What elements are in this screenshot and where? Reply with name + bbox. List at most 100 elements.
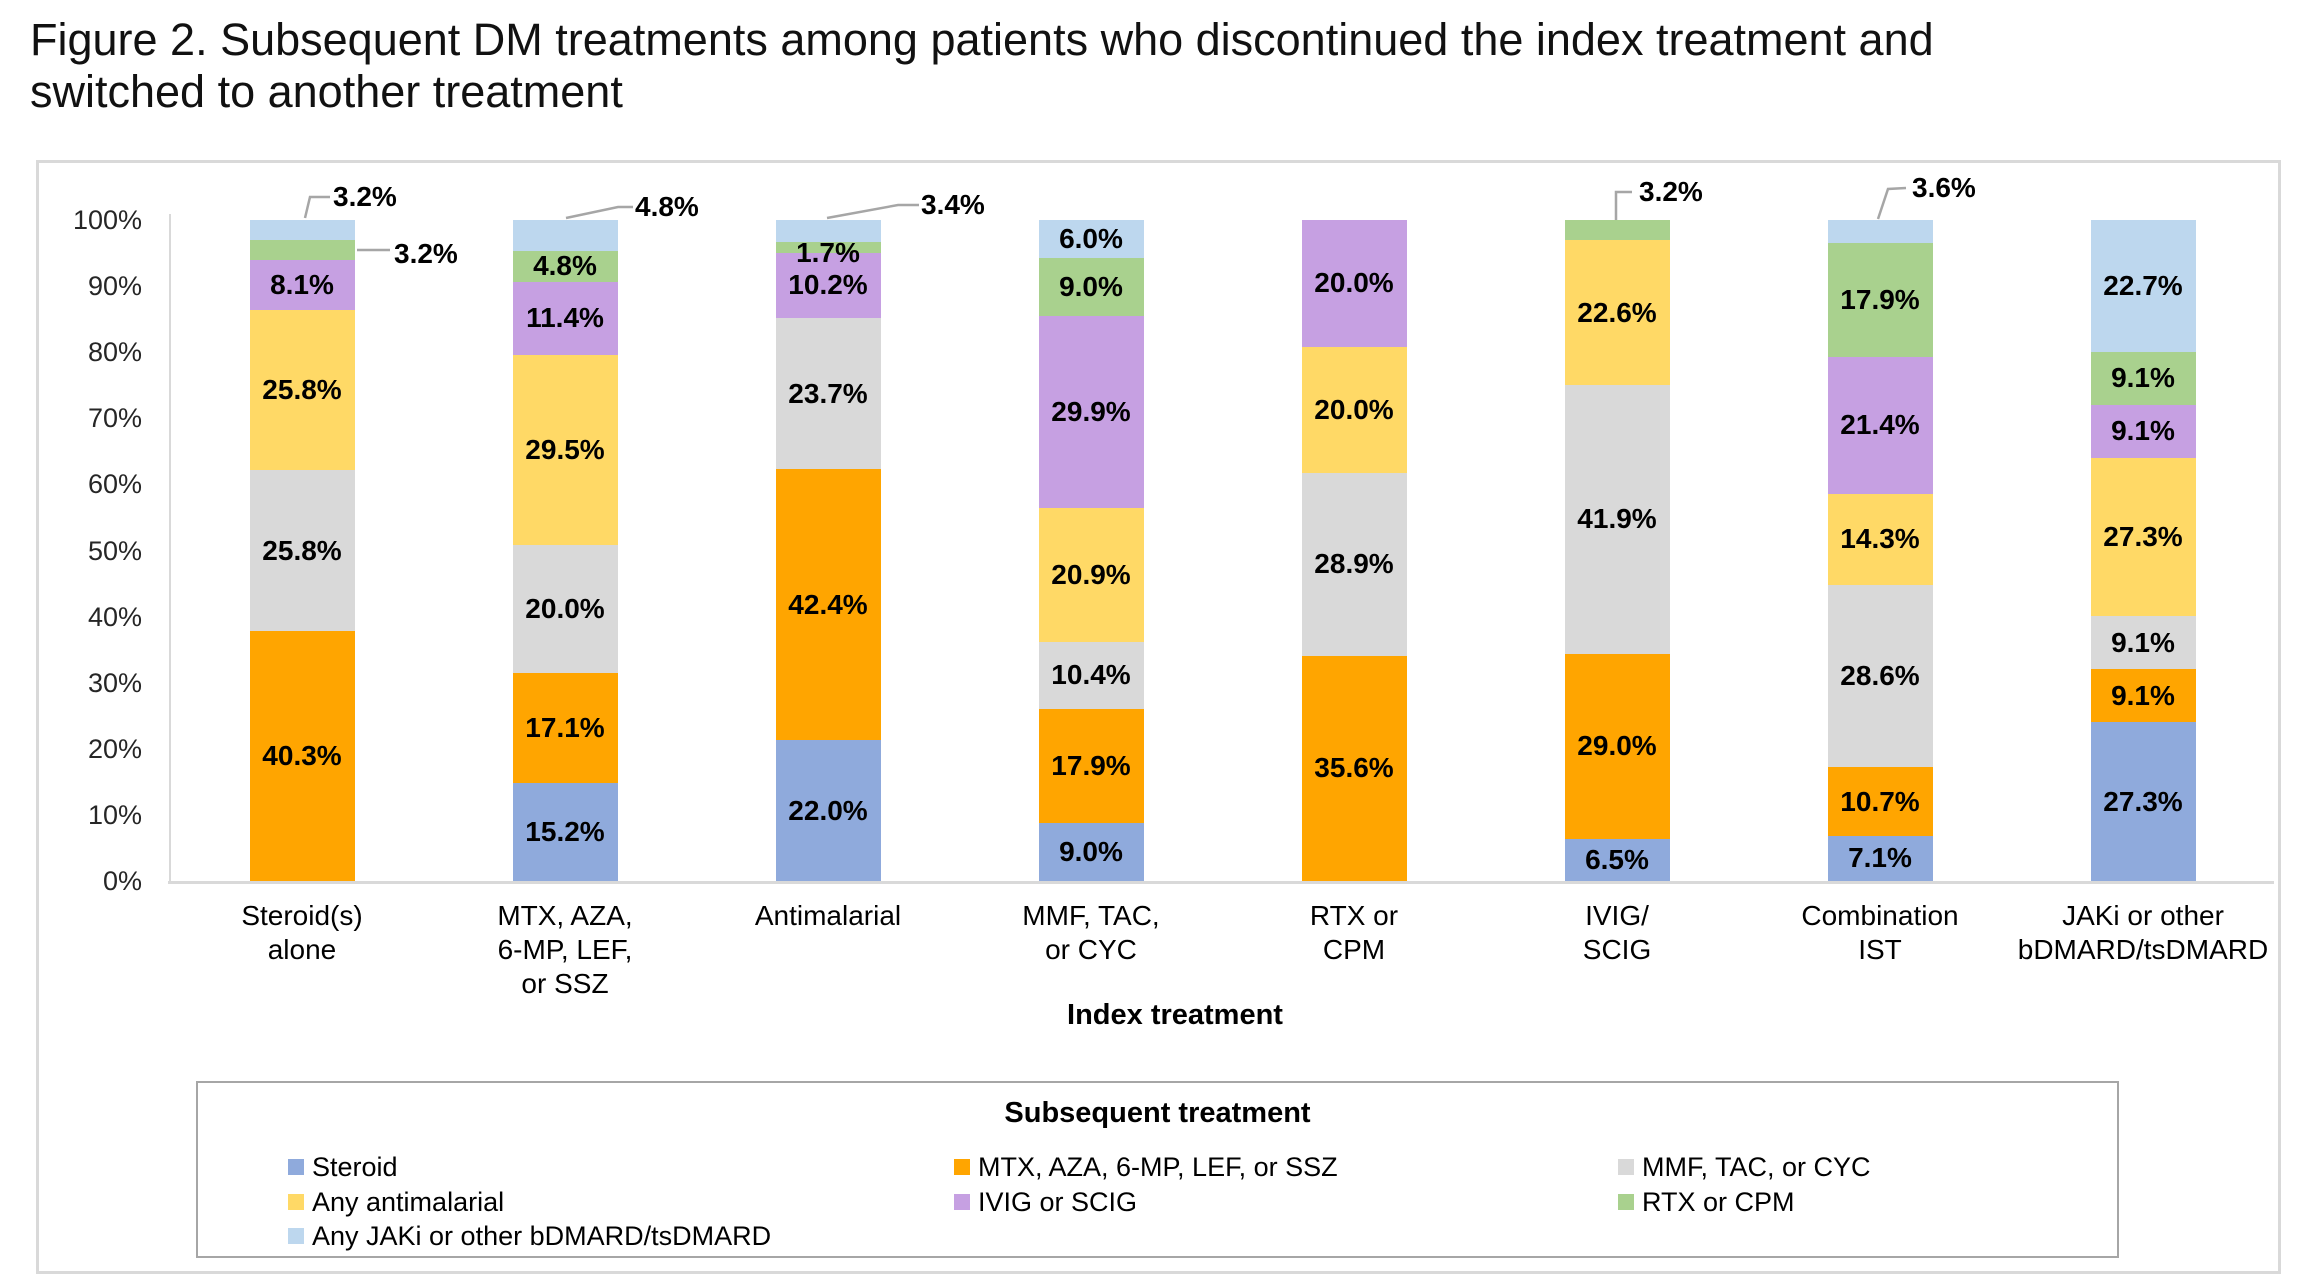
bar-mmf-tac-cyc-segment-ivig xyxy=(1038,316,1144,508)
bar-jaki-bdmard-segment-antimalarial xyxy=(2090,457,2196,617)
legend-swatch-antimalarial xyxy=(288,1194,304,1210)
x-axis-title: Index treatment xyxy=(1067,999,1283,1031)
segment-value-label: 6.0% xyxy=(1059,223,1123,255)
legend-item-mtx: MTX, AZA, 6-MP, LEF, or SSZ xyxy=(954,1150,1338,1184)
x-axis-tick-label-steroids-alone: Steroid(s) alone xyxy=(241,900,363,965)
segment-value-label: 10.7% xyxy=(1840,785,1920,817)
segment-value-label: 25.8% xyxy=(262,534,342,566)
bar-antimalarial-segment-mtx xyxy=(775,469,881,741)
y-axis-tick-label: 40% xyxy=(87,601,142,632)
bar-combination-ist-segment-mmf xyxy=(1827,584,1933,768)
legend-label-ivig: IVIG or SCIG xyxy=(978,1186,1138,1217)
bar-jaki-bdmard-segment-mmf xyxy=(2090,616,2196,670)
segment-value-label: 1.7% xyxy=(796,237,860,269)
bar-jaki-bdmard-segment-steroid xyxy=(2090,722,2196,881)
bar-antimalarial-segment-rtx xyxy=(775,241,881,253)
segment-value-label: 25.8% xyxy=(262,374,342,406)
bar-mtx-aza-6mp-lef-ssz-segment-steroid xyxy=(512,783,618,881)
bar-ivig-scig-segment-steroid xyxy=(1564,839,1670,881)
segment-value-label: 9.1% xyxy=(2111,626,2175,658)
segment-value-label: 41.9% xyxy=(1577,503,1657,535)
legend-item-mmf: MMF, TAC, or CYC xyxy=(1618,1150,1871,1184)
y-axis-tick-label: 20% xyxy=(87,733,142,764)
segment-value-label: 42.4% xyxy=(788,588,868,620)
y-axis-tick-label: 50% xyxy=(87,535,142,566)
bar-mmf-tac-cyc-segment-mmf xyxy=(1038,641,1144,709)
bar-jaki-bdmard-segment-ivig xyxy=(2090,404,2196,458)
segment-value-label: 29.9% xyxy=(1051,396,1131,428)
bar-ivig-scig-segment-mmf xyxy=(1564,385,1670,654)
legend-label-antimalarial: Any antimalarial xyxy=(312,1186,505,1217)
legend-item-antimalarial: Any antimalarial xyxy=(288,1185,504,1219)
y-axis-tick-label: 90% xyxy=(87,271,142,302)
callout-value-label: 3.2% xyxy=(394,238,458,269)
bar-mmf-tac-cyc-segment-rtx xyxy=(1038,258,1144,317)
figure-title-line-2: switched to another treatment xyxy=(30,66,623,117)
bar-mtx-aza-6mp-lef-ssz-segment-rtx xyxy=(512,250,618,282)
y-axis-tick-label: 0% xyxy=(102,866,142,896)
bar-mtx-aza-6mp-lef-ssz-segment-ivig xyxy=(512,281,618,356)
legend-label-jaki: Any JAKi or other bDMARD/tsDMARD xyxy=(312,1220,772,1251)
segment-value-label: 14.3% xyxy=(1840,523,1920,555)
x-axis-tick-label-jaki-bdmard: JAKi or other bDMARD/tsDMARD xyxy=(2017,900,2269,965)
x-axis-tick-label-rtx-cpm: RTX or CPM xyxy=(1309,900,1399,965)
segment-value-label: 27.3% xyxy=(2103,785,2183,817)
callout-value-label: 3.2% xyxy=(1639,176,1703,207)
segment-value-label: 29.0% xyxy=(1577,730,1657,762)
bar-mtx-aza-6mp-lef-ssz-segment-mtx xyxy=(512,673,618,784)
y-axis-line xyxy=(169,214,171,883)
segment-value-label: 9.0% xyxy=(1059,271,1123,303)
bar-combination-ist-segment-antimalarial xyxy=(1827,493,1933,585)
segment-value-label: 20.0% xyxy=(1314,393,1394,425)
y-axis-tick-label: 60% xyxy=(87,469,142,500)
bar-mmf-tac-cyc-segment-mtx xyxy=(1038,708,1144,824)
segment-value-label: 10.2% xyxy=(788,269,868,301)
bar-antimalarial-segment-ivig xyxy=(775,252,881,318)
segment-value-label: 22.0% xyxy=(788,794,868,826)
segment-value-label: 9.1% xyxy=(2111,415,2175,447)
callout-value-label: 3.6% xyxy=(1912,172,1976,203)
bar-mmf-tac-cyc-segment-antimalarial xyxy=(1038,507,1144,642)
bar-mtx-aza-6mp-lef-ssz-segment-jaki xyxy=(512,220,618,251)
bar-ivig-scig-segment-antimalarial xyxy=(1564,240,1670,386)
bar-antimalarial-segment-jaki xyxy=(775,220,881,242)
bar-antimalarial-segment-steroid xyxy=(775,740,881,881)
bar-combination-ist-segment-steroid xyxy=(1827,835,1933,881)
segment-value-label: 15.2% xyxy=(525,816,605,848)
segment-value-label: 17.9% xyxy=(1051,749,1131,781)
segment-value-label: 28.9% xyxy=(1314,548,1394,580)
y-axis-tick-label: 70% xyxy=(87,403,142,434)
segment-value-label: 27.3% xyxy=(2103,521,2183,553)
legend-swatch-ivig xyxy=(954,1194,970,1210)
bar-ivig-scig-segment-rtx xyxy=(1564,220,1670,241)
legend-label-steroid: Steroid xyxy=(312,1151,398,1182)
legend-swatch-rtx xyxy=(1618,1194,1634,1210)
segment-value-label: 6.5% xyxy=(1585,844,1649,876)
bar-ivig-scig-segment-mtx xyxy=(1564,653,1670,840)
legend-swatch-mmf xyxy=(1618,1159,1634,1175)
segment-value-label: 7.1% xyxy=(1848,842,1912,874)
bar-rtx-cpm-segment-mmf xyxy=(1301,473,1407,656)
legend-item-steroid: Steroid xyxy=(288,1150,398,1184)
callout-value-label: 3.2% xyxy=(333,181,397,212)
segment-value-label: 23.7% xyxy=(788,377,868,409)
segment-value-label: 29.5% xyxy=(525,433,605,465)
figure-title: Figure 2. Subsequent DM treatments among… xyxy=(30,14,2260,118)
legend-item-jaki: Any JAKi or other bDMARD/tsDMARD xyxy=(288,1219,771,1253)
bar-steroids-alone-segment-mmf xyxy=(249,470,355,631)
bar-steroids-alone-segment-rtx xyxy=(249,239,355,260)
bar-steroids-alone-segment-jaki xyxy=(249,220,355,240)
legend-label-rtx: RTX or CPM xyxy=(1642,1186,1795,1217)
segment-value-label: 9.0% xyxy=(1059,836,1123,868)
bar-steroids-alone-segment-ivig xyxy=(249,259,355,311)
segment-value-label: 9.1% xyxy=(2111,362,2175,394)
segment-value-label: 4.8% xyxy=(533,250,597,282)
segment-value-label: 20.0% xyxy=(1314,267,1394,299)
segment-value-label: 22.7% xyxy=(2103,269,2183,301)
bar-combination-ist-segment-ivig xyxy=(1827,357,1933,494)
segment-value-label: 8.1% xyxy=(270,268,334,300)
bar-jaki-bdmard-segment-rtx xyxy=(2090,351,2196,405)
segment-value-label: 40.3% xyxy=(262,739,342,771)
segment-value-label: 9.1% xyxy=(2111,679,2175,711)
segment-value-label: 17.9% xyxy=(1840,284,1920,316)
